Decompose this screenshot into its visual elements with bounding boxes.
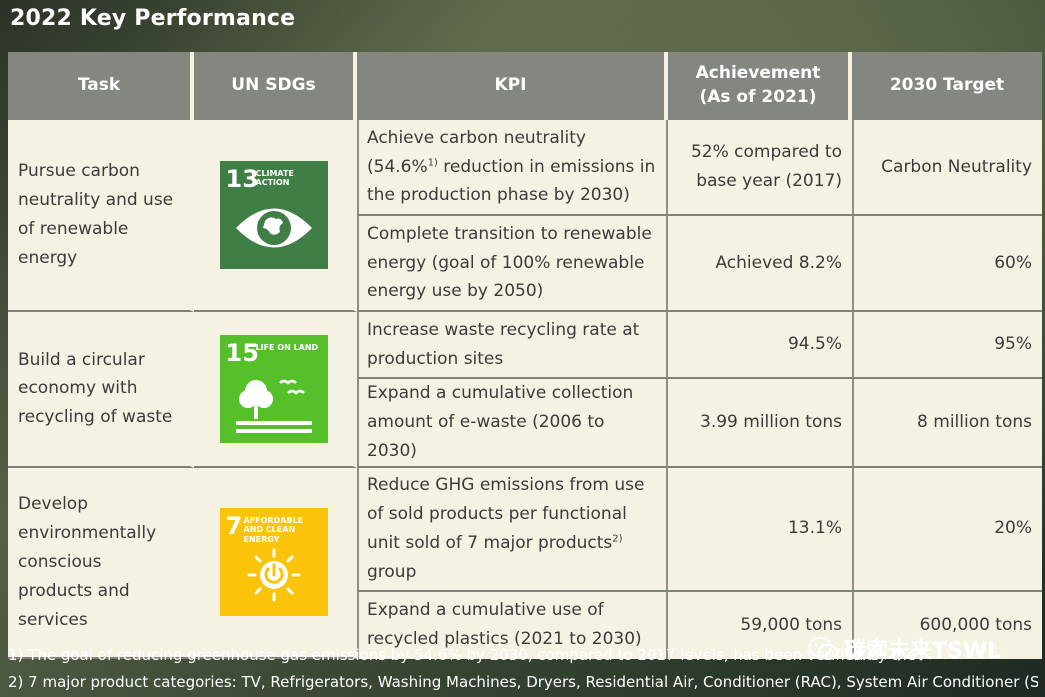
sun-power-icon [247,548,300,602]
kpi-text: Reduce GHG emissions from use of sold pr… [367,474,645,553]
kpi-table: Task UN SDGs KPI Achievement (As of 2021… [8,52,1042,659]
page-title: 2022 Key Performance [10,6,296,31]
task-cell: Build a circular economy with recycling … [8,312,194,468]
header-sdgs: UN SDGs [194,52,357,120]
kpi-cell: Achieve carbon neutrality (54.6%1) reduc… [357,120,668,216]
footnote-ref: 2) [612,533,623,545]
sdg-number: 15 [225,338,259,367]
task-cell: Pursue carbon neutrality and use of rene… [8,120,194,312]
sdg-cell: 13 Climate Action [194,120,357,312]
watermark-text: 碳索未来TSWL [844,639,1002,664]
footnotes: 1) The goal of reducing greenhouse gas e… [8,642,1038,696]
header-target: 2030 Target [852,52,1042,120]
achievement-cell: 13.1% [668,467,852,592]
target-cell: 600,000 tons [852,591,1042,659]
achievement-cell: 3.99 million tons [668,379,852,468]
task-cell: Develop environmentally conscious produc… [8,467,194,659]
sdg-13-tile: 13 Climate Action [219,161,328,269]
sdg-7-tile: 7 Affordable and Clean Energy [219,508,328,617]
footnote-ref: 1) [427,156,438,168]
table-row: Develop environmentally conscious produc… [8,467,1042,659]
header-achievement-line1: Achievement [695,63,821,84]
eye-globe-icon [235,208,312,248]
watermark: 碳索未来TSWL [808,632,1001,666]
achievement-cell: Achieved 8.2% [668,216,852,312]
footnote-2: 2) 7 major product categories: TV, Refri… [8,673,1038,691]
achievement-cell: 94.5% [668,312,852,379]
target-cell: 8 million tons [852,379,1042,468]
sdg-name: Life on Land [255,342,319,352]
kpi-cell: Increase waste recycling rate at product… [357,312,668,379]
header-achievement: Achievement (As of 2021) [668,52,852,120]
target-cell: 20% [852,467,1042,592]
kpi-cell: Expand a cumulative use of recycled plas… [357,591,668,659]
footnote-1: 1) The goal of reducing greenhouse gas e… [8,646,916,664]
table-row: Pursue carbon neutrality and use of rene… [8,120,1042,312]
table-row: Complete transition to renewable energy … [8,216,1042,312]
target-cell: 60% [852,216,1042,312]
kpi-text-continued: reduction in emissions in the production… [367,156,656,206]
kpi-cell: Expand a cumulative collection amount of… [357,379,668,468]
wechat-icon [808,637,838,660]
kpi-text-continued: group [367,561,417,582]
header-task: Task [8,52,194,120]
header-kpi: KPI [357,52,668,120]
target-cell: Carbon Neutrality [852,120,1042,216]
sdg-number: 13 [225,165,259,193]
header-row: Task UN SDGs KPI Achievement (As of 2021… [8,52,1042,120]
sdg-name: Affordable and Clean Energy [243,516,304,544]
target-cell: 95% [852,312,1042,379]
achievement-cell: 52% compared to base year (2017) [668,120,852,216]
table-row: Expand a cumulative use of recycled plas… [8,591,1042,659]
table-row: Expand a cumulative collection amount of… [8,379,1042,468]
tree-birds-icon [235,379,312,433]
sdg-cell: 7 Affordable and Clean Energy [194,467,357,659]
sdg-cell: 15 Life on Land [194,312,357,468]
sdg-15-tile: 15 Life on Land [219,334,328,443]
table-row: Build a circular economy with recycling … [8,312,1042,468]
sdg-name: Climate Action [255,169,294,188]
kpi-cell: Reduce GHG emissions from use of sold pr… [357,467,668,592]
kpi-cell: Complete transition to renewable energy … [357,216,668,312]
kpi-text: Achieve carbon neutrality (54.6% [367,127,586,177]
header-achievement-line2: (As of 2021) [699,87,817,107]
sdg-number: 7 [225,512,243,541]
